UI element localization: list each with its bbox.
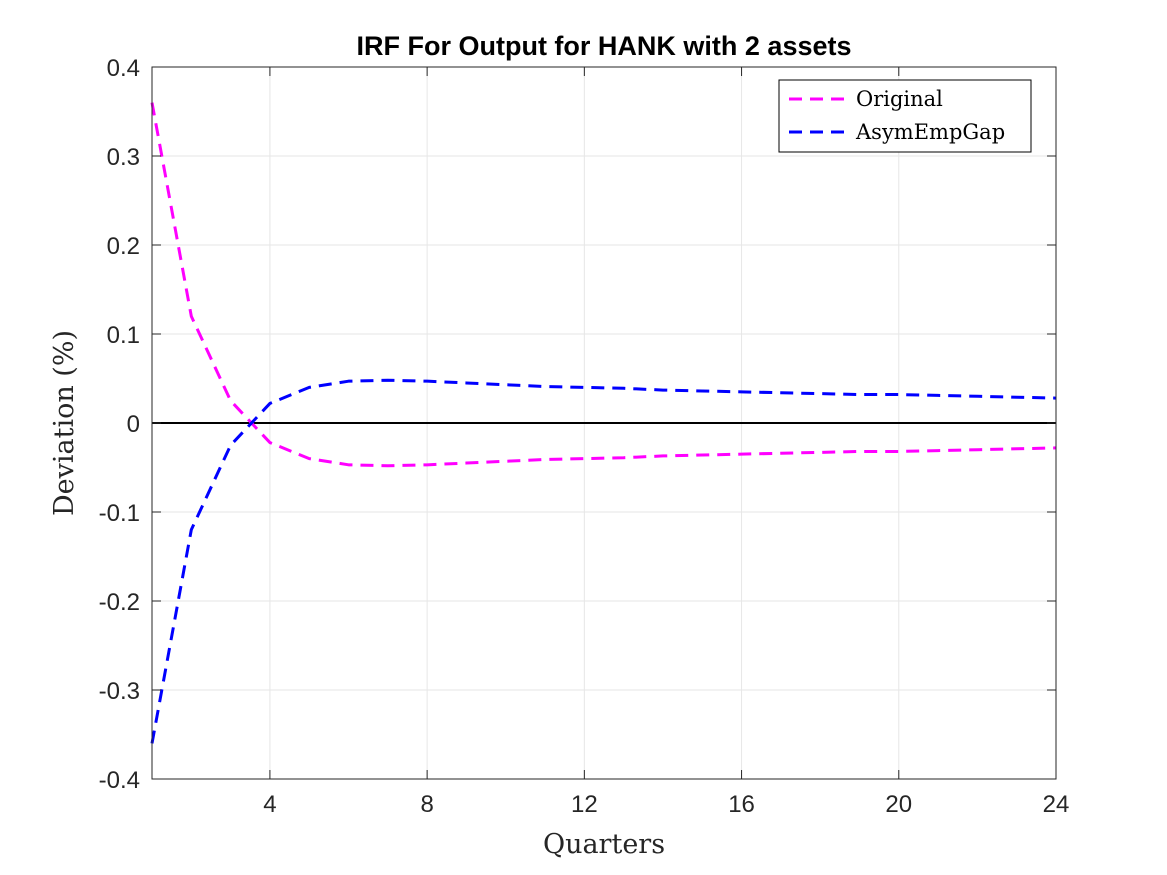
- legend-label-original: Original: [856, 87, 943, 111]
- legend: Original AsymEmpGap: [778, 79, 1032, 153]
- legend-box: [778, 79, 1032, 153]
- legend-label-asymempgap: AsymEmpGap: [855, 120, 1005, 144]
- y-tick-label: -0.3: [99, 678, 140, 705]
- series-layer: [150, 102, 1057, 744]
- x-ticks: 4 8 12 16 20 24: [263, 67, 1069, 818]
- x-tick-label: 16: [728, 791, 755, 818]
- series-line-asymempgap: [150, 378, 1057, 744]
- y-tick-label: 0.2: [107, 233, 140, 260]
- x-tick-label: 20: [885, 791, 912, 818]
- x-axis-label: Quarters: [543, 829, 665, 860]
- series-line-original: [150, 102, 1057, 468]
- y-ticks: 0.4 0.3 0.2 0.1 0 -0.1 -0.2 -0.3 -0.4: [99, 55, 1056, 794]
- y-tick-label: 0: [127, 411, 140, 438]
- x-tick-label: 8: [420, 791, 433, 818]
- y-tick-label: 0.1: [107, 322, 140, 349]
- x-tick-label: 4: [263, 791, 276, 818]
- y-tick-label: -0.2: [99, 589, 140, 616]
- y-axis-label: Deviation (%): [49, 330, 80, 516]
- y-tick-label: 0.3: [107, 144, 140, 171]
- y-tick-label: -0.1: [99, 500, 140, 527]
- y-tick-label: 0.4: [107, 55, 140, 82]
- chart-title: IRF For Output for HANK with 2 assets: [356, 31, 851, 61]
- x-tick-label: 24: [1043, 791, 1070, 818]
- x-tick-label: 12: [571, 791, 598, 818]
- y-tick-label: -0.4: [99, 767, 140, 794]
